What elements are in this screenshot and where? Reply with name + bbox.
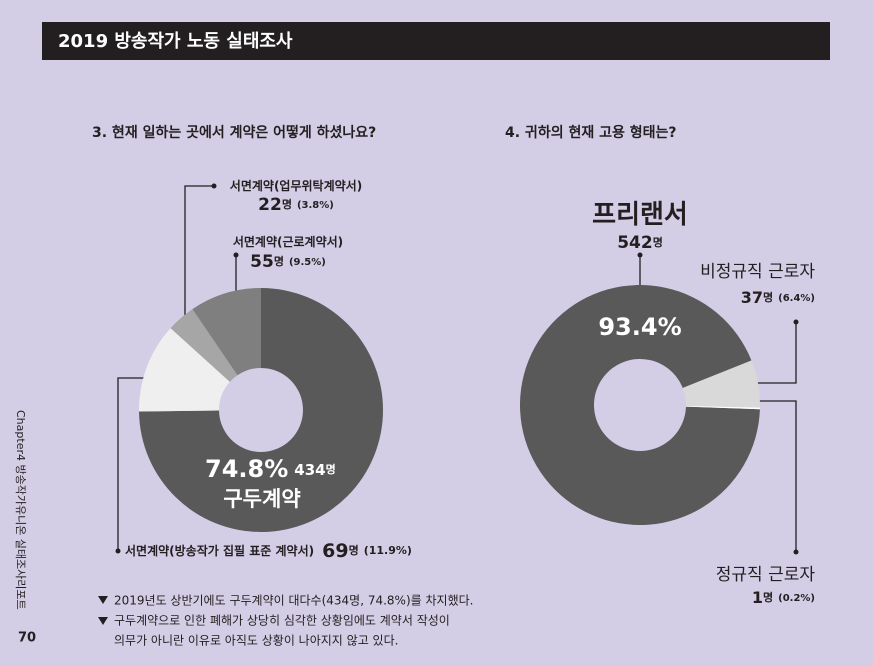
slice-label: 서면계약(근로계약서)	[233, 234, 343, 249]
slice-label: 93.4%	[598, 313, 681, 341]
slice-label: 22명 (3.8%)	[258, 195, 334, 215]
label-pct: 93.4%	[598, 313, 681, 341]
label-count: 1	[752, 588, 763, 607]
slice-label: 비정규직 근로자	[700, 262, 815, 282]
label-count: 69	[322, 540, 348, 562]
label-pct: (9.5%)	[289, 257, 326, 268]
pie-slice	[685, 406, 760, 410]
label-pct: (11.9%)	[364, 544, 412, 557]
label-unit: 명	[274, 254, 284, 268]
header-title: 2019 방송작가 노동 실태조사	[58, 31, 293, 52]
leader-lines	[115, 183, 799, 555]
label-unit: 명	[763, 590, 773, 604]
slice-label: 74.8% 434명	[205, 455, 336, 483]
pie-slice	[682, 360, 760, 408]
label-name: 프리랜서	[592, 200, 688, 230]
pie-slice	[170, 309, 238, 382]
label-pct: (3.8%)	[297, 200, 334, 211]
note: 구두계약으로 인한 폐해가 상당히 심각한 상황임에도 계약서 작성이	[114, 613, 450, 628]
label-name: 서면계약(방송작가 집필 표준 계약서)	[125, 543, 314, 558]
label-count: 22	[258, 195, 282, 215]
pie-slice	[138, 328, 230, 412]
pie-slice	[519, 284, 760, 525]
label-name: 서면계약(근로계약서)	[233, 234, 343, 249]
label-unit: 명	[653, 235, 663, 249]
label-pct: (0.2%)	[778, 593, 815, 604]
slice-label: 프리랜서	[592, 200, 688, 230]
label-unit: 명	[282, 197, 292, 211]
notes: 2019년도 상반기에도 구두계약이 대다수(434명, 74.8%)를 차지했…	[98, 593, 473, 648]
label-unit: 명	[763, 290, 773, 304]
question: 3. 현재 일하는 곳에서 계약은 어떻게 하셨나요?	[92, 124, 376, 141]
label-unit: 명	[326, 462, 336, 476]
label-pct: (6.4%)	[778, 293, 815, 304]
note: 의무가 아니란 이유로 아직도 상황이 나아지지 않고 있다.	[114, 634, 398, 648]
label-pct: 74.8%	[205, 455, 288, 483]
pie-slice	[139, 288, 383, 532]
header-bar	[42, 22, 830, 60]
label-name: 정규직 근로자	[716, 565, 816, 585]
slice-label: 1명 (0.2%)	[752, 588, 815, 607]
note: 2019년도 상반기에도 구두계약이 대다수(434명, 74.8%)를 차지했…	[114, 593, 473, 608]
label-name: 서면계약(업무위탁계약서)	[230, 178, 362, 193]
side-label: Chapter4 방송작가유니온 실태조사리포트	[14, 410, 27, 610]
slice-label: 정규직 근로자	[716, 565, 816, 585]
label-name: 구두계약	[223, 487, 300, 511]
slice-label: 서면계약(업무위탁계약서)	[230, 178, 362, 193]
label-count: 55	[250, 252, 274, 272]
label-name: 비정규직 근로자	[700, 262, 815, 282]
page-number: 70	[18, 631, 36, 646]
slice-label: 55명 (9.5%)	[250, 252, 326, 272]
slice-label: 서면계약(방송작가 집필 표준 계약서) 69명 (11.9%)	[125, 540, 412, 562]
label-count: 542	[617, 233, 653, 253]
slice-label: 구두계약	[223, 487, 300, 511]
label-count: 434	[294, 461, 325, 479]
label-count: 37	[741, 288, 763, 307]
question: 4. 귀하의 현재 고용 형태는?	[505, 124, 676, 141]
slice-label: 542명	[617, 233, 663, 253]
slice-label: 37명 (6.4%)	[741, 288, 815, 307]
pie-slice	[192, 288, 261, 376]
label-unit: 명	[349, 543, 359, 557]
